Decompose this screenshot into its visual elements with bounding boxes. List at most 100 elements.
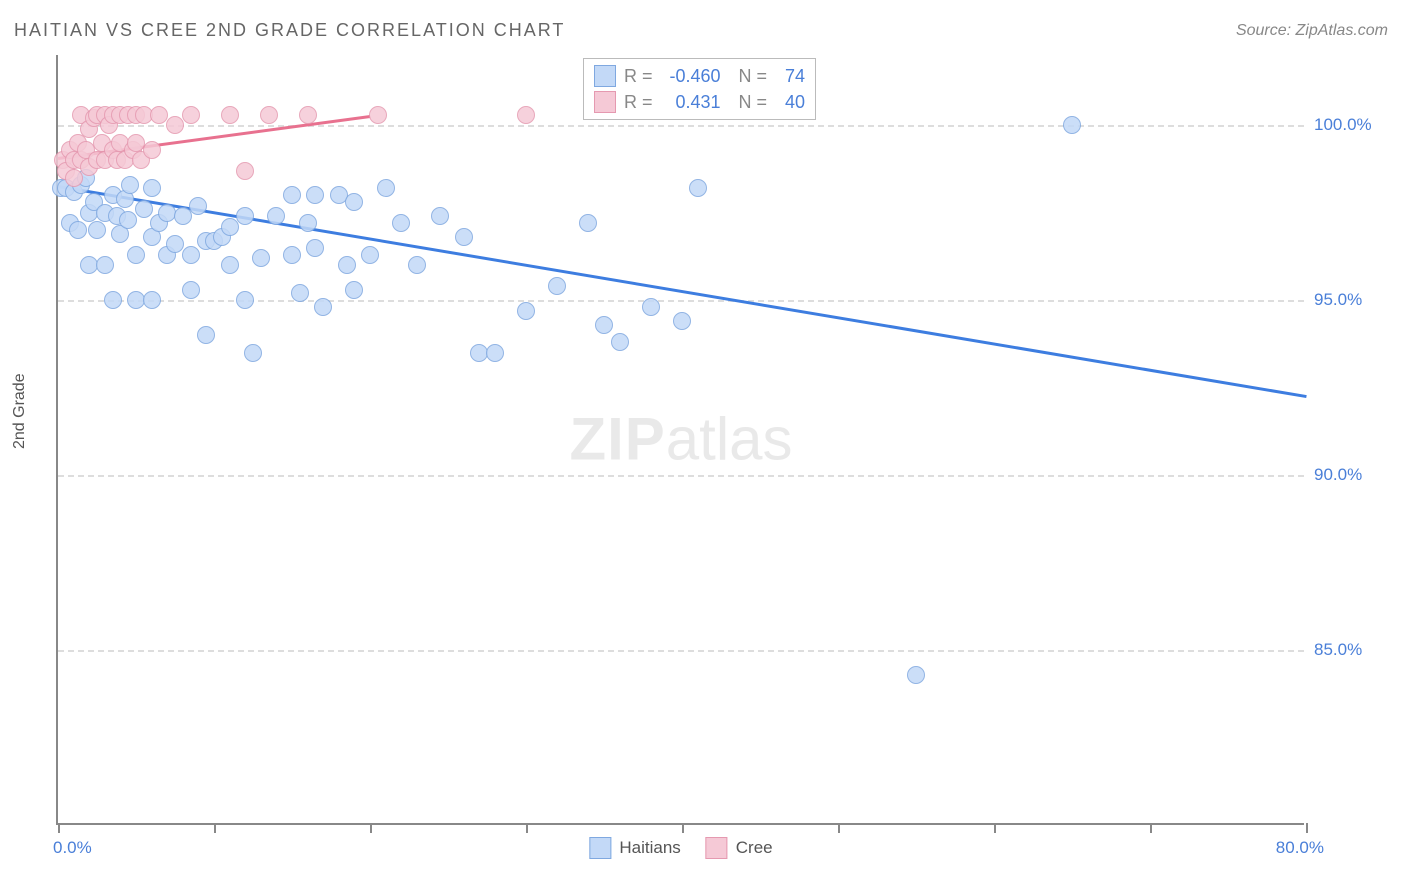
scatter-point — [182, 246, 200, 264]
gridline — [58, 475, 1304, 477]
scatter-point — [182, 106, 200, 124]
scatter-point — [283, 186, 301, 204]
scatter-point — [517, 106, 535, 124]
x-tick — [838, 823, 840, 833]
legend-swatch — [594, 91, 616, 113]
n-value: 74 — [775, 66, 805, 87]
scatter-point — [182, 281, 200, 299]
x-tick — [58, 823, 60, 833]
scatter-point — [548, 277, 566, 295]
scatter-point — [907, 666, 925, 684]
gridline — [58, 650, 1304, 652]
x-tick — [370, 823, 372, 833]
scatter-point — [642, 298, 660, 316]
legend-series: Haitians Cree — [589, 837, 772, 859]
scatter-point — [143, 291, 161, 309]
scatter-point — [65, 169, 83, 187]
scatter-point — [595, 316, 613, 334]
scatter-point — [611, 333, 629, 351]
scatter-point — [221, 106, 239, 124]
scatter-point — [299, 214, 317, 232]
chart-title: HAITIAN VS CREE 2ND GRADE CORRELATION CH… — [14, 20, 565, 41]
scatter-point — [119, 211, 137, 229]
legend-stats: R = -0.460 N = 74 R = 0.431 N = 40 — [583, 58, 816, 120]
scatter-point — [121, 176, 139, 194]
scatter-point — [69, 221, 87, 239]
plot-area: ZIPatlas R =-0.460N =74R =0.431N =40 Hai… — [56, 55, 1304, 825]
scatter-point — [291, 284, 309, 302]
legend-item: Haitians — [589, 837, 680, 859]
scatter-point — [689, 179, 707, 197]
watermark-zip: ZIP — [569, 406, 665, 473]
scatter-point — [579, 214, 597, 232]
legend-stat-row: R = -0.460 N = 74 — [594, 63, 805, 89]
n-label: N = — [739, 66, 768, 87]
y-tick-label: 95.0% — [1314, 290, 1404, 310]
x-min-label: 0.0% — [53, 838, 92, 858]
scatter-point — [673, 312, 691, 330]
scatter-point — [455, 228, 473, 246]
scatter-point — [345, 281, 363, 299]
scatter-point — [96, 256, 114, 274]
scatter-point — [377, 179, 395, 197]
scatter-point — [135, 200, 153, 218]
legend-label: Cree — [736, 838, 773, 858]
y-tick-label: 100.0% — [1314, 115, 1404, 135]
chart-container: HAITIAN VS CREE 2ND GRADE CORRELATION CH… — [0, 0, 1406, 892]
r-value: 0.431 — [661, 92, 721, 113]
r-value: -0.460 — [661, 66, 721, 87]
legend-label: Haitians — [619, 838, 680, 858]
scatter-point — [252, 249, 270, 267]
scatter-point — [283, 246, 301, 264]
scatter-point — [306, 239, 324, 257]
scatter-point — [244, 344, 262, 362]
scatter-point — [221, 256, 239, 274]
watermark: ZIPatlas — [569, 405, 792, 474]
x-tick — [682, 823, 684, 833]
scatter-point — [408, 256, 426, 274]
scatter-point — [88, 221, 106, 239]
scatter-point — [189, 197, 207, 215]
scatter-point — [221, 218, 239, 236]
x-tick — [1306, 823, 1308, 833]
scatter-point — [236, 162, 254, 180]
scatter-point — [260, 106, 278, 124]
scatter-point — [517, 302, 535, 320]
y-axis-label: 2nd Grade — [11, 373, 29, 449]
x-tick — [214, 823, 216, 833]
scatter-point — [143, 179, 161, 197]
scatter-point — [345, 193, 363, 211]
legend-swatch — [594, 65, 616, 87]
scatter-point — [314, 298, 332, 316]
x-max-label: 80.0% — [1276, 838, 1324, 858]
n-value: 40 — [775, 92, 805, 113]
source-text: Source: ZipAtlas.com — [1236, 22, 1388, 40]
y-tick-label: 85.0% — [1314, 640, 1404, 660]
scatter-point — [166, 116, 184, 134]
gridline — [58, 125, 1304, 127]
scatter-point — [392, 214, 410, 232]
y-tick-label: 90.0% — [1314, 465, 1404, 485]
scatter-point — [104, 291, 122, 309]
scatter-point — [1063, 116, 1081, 134]
scatter-point — [338, 256, 356, 274]
x-tick — [1150, 823, 1152, 833]
scatter-point — [127, 246, 145, 264]
scatter-point — [361, 246, 379, 264]
scatter-point — [431, 207, 449, 225]
scatter-point — [369, 106, 387, 124]
n-label: N = — [739, 92, 768, 113]
scatter-point — [174, 207, 192, 225]
x-tick — [526, 823, 528, 833]
x-tick — [994, 823, 996, 833]
watermark-atlas: atlas — [666, 406, 793, 473]
r-label: R = — [624, 92, 653, 113]
legend-swatch — [589, 837, 611, 859]
scatter-point — [306, 186, 324, 204]
legend-swatch — [706, 837, 728, 859]
r-label: R = — [624, 66, 653, 87]
scatter-point — [267, 207, 285, 225]
scatter-point — [299, 106, 317, 124]
scatter-point — [486, 344, 504, 362]
scatter-point — [236, 291, 254, 309]
